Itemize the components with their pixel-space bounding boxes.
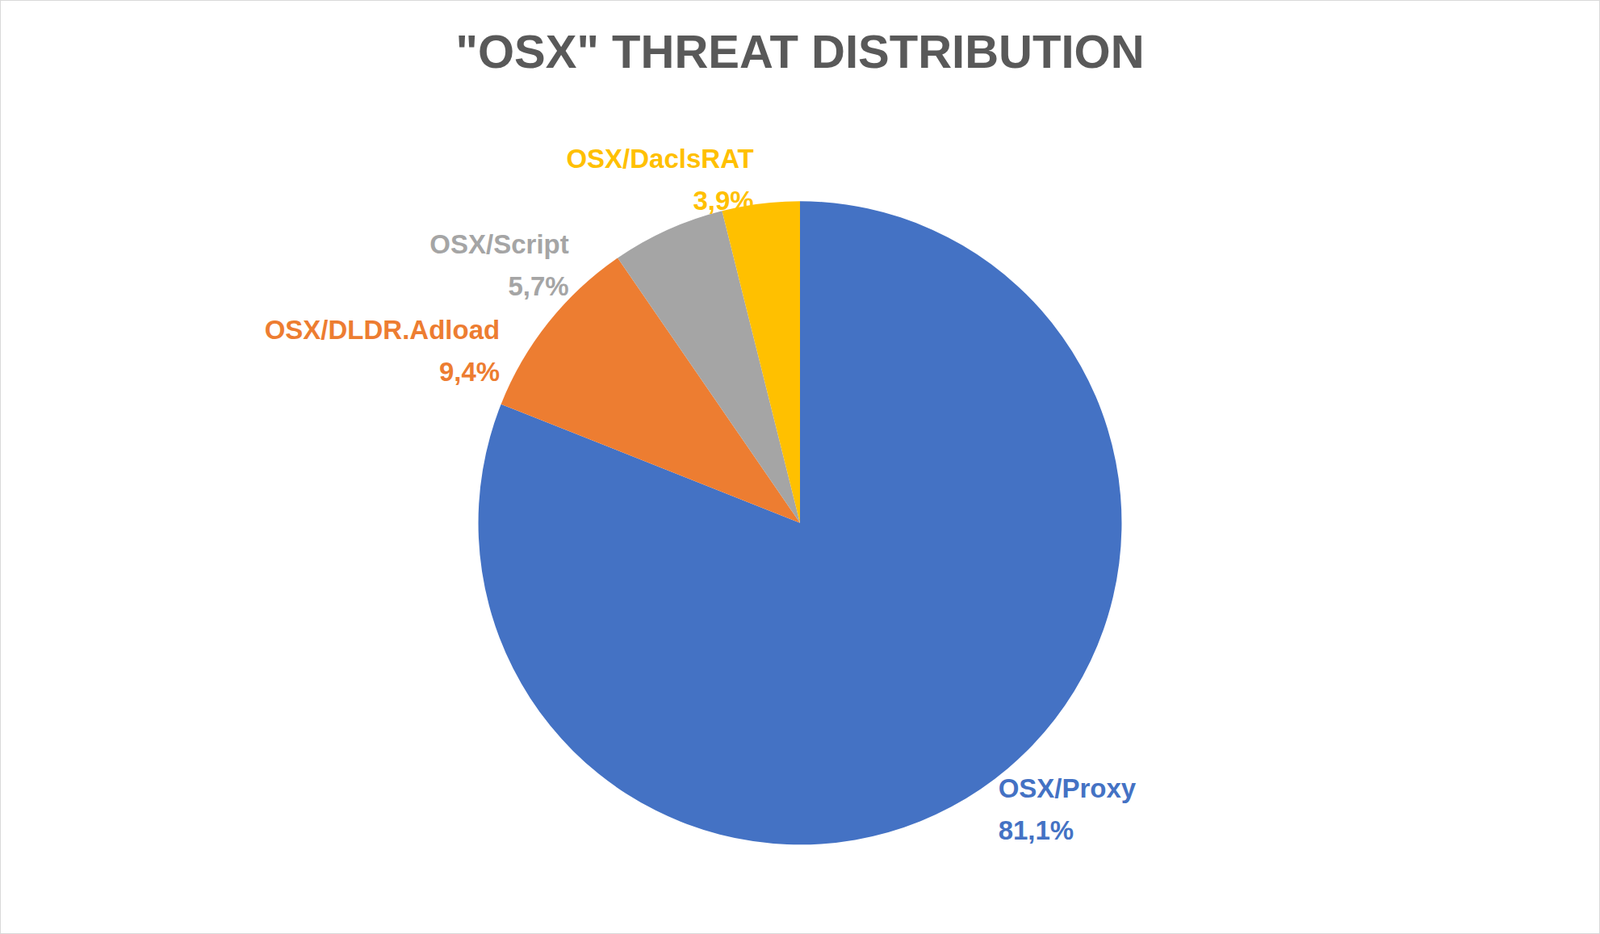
- svg-text:OSX/DLDR.Adload: OSX/DLDR.Adload: [264, 314, 501, 345]
- svg-text:81,1%: 81,1%: [998, 815, 1075, 846]
- svg-text:OSX/Proxy: OSX/Proxy: [998, 773, 1137, 804]
- svg-text:3,9%: 3,9%: [692, 185, 754, 216]
- svg-text:OSX/DaclsRAT: OSX/DaclsRAT: [565, 143, 754, 174]
- svg-text:9,4%: 9,4%: [439, 356, 500, 387]
- svg-text:5,7%: 5,7%: [507, 271, 569, 302]
- svg-text:OSX/Script: OSX/Script: [429, 229, 569, 260]
- svg-text:"OSX" THREAT DISTRIBUTION: "OSX" THREAT DISTRIBUTION: [455, 25, 1144, 78]
